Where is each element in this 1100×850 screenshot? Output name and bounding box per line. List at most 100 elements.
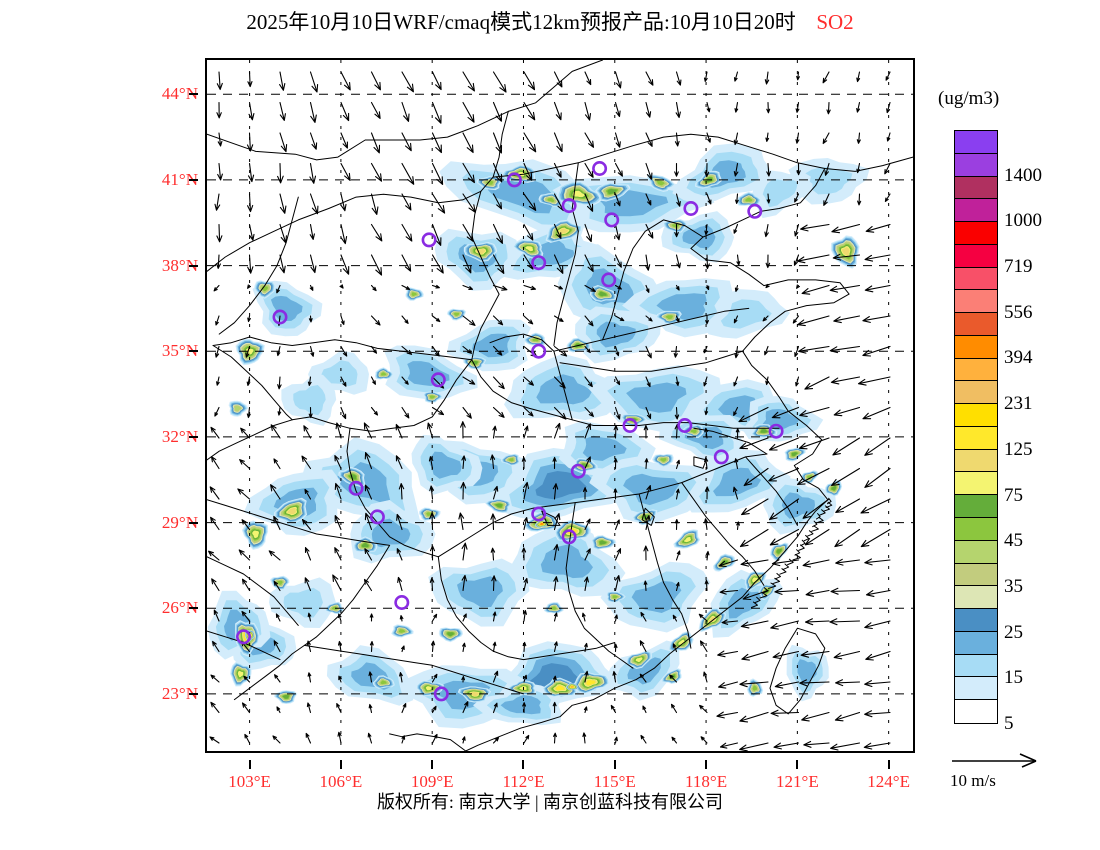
station-marker[interactable]: [622, 417, 638, 433]
forecast-map-plot[interactable]: [205, 58, 915, 753]
wind-vector: [401, 406, 410, 419]
wind-vector: [431, 101, 442, 124]
concentration-contour: [570, 685, 574, 688]
station-marker[interactable]: [561, 198, 577, 214]
station-marker[interactable]: [570, 463, 586, 479]
colorbar-tick-label: 719: [1004, 256, 1033, 278]
wind-vector: [704, 254, 710, 270]
station-marker[interactable]: [592, 161, 608, 177]
concentration-contour: [656, 293, 707, 320]
wind-vector: [856, 71, 861, 83]
wind-vector: [856, 101, 861, 113]
wind-vector: [522, 641, 527, 653]
wind-vector: [248, 223, 255, 241]
lon-tick-label: 124°E: [867, 772, 910, 791]
wind-vector: [370, 376, 376, 385]
lon-tick-label: 109°E: [410, 772, 454, 791]
wind-vector: [675, 71, 682, 86]
wind-vector: [804, 618, 830, 626]
wind-vector: [733, 71, 739, 82]
wind-vector: [492, 670, 499, 683]
concentration-field: [207, 143, 870, 729]
wind-vector: [553, 376, 566, 389]
station-marker[interactable]: [506, 172, 522, 188]
wind-vector: [765, 132, 770, 142]
station-marker[interactable]: [421, 232, 437, 248]
station-marker[interactable]: [369, 509, 385, 525]
wind-vector: [492, 162, 503, 183]
colorbar-band: [955, 495, 997, 519]
concentration-contour: [831, 486, 837, 491]
wind-vector: [612, 670, 617, 683]
colorbar-band: [955, 153, 997, 177]
wind-vector: [370, 162, 383, 182]
wind-vector: [462, 613, 467, 622]
wind-vector-layer: [208, 71, 891, 751]
station-marker[interactable]: [768, 423, 784, 439]
station-marker[interactable]: [531, 343, 547, 359]
wind-vector: [247, 162, 255, 183]
wind-vector: [401, 284, 411, 290]
colorbar-band: [955, 540, 997, 564]
wind-vector: [217, 132, 223, 147]
wind-vector: [832, 437, 861, 456]
station-marker[interactable]: [747, 203, 763, 219]
wind-vector: [864, 558, 891, 566]
wind-vector: [675, 284, 680, 291]
station-marker[interactable]: [348, 480, 364, 496]
station-marker[interactable]: [561, 529, 577, 545]
concentration-contour: [371, 518, 411, 548]
wind-vector: [610, 704, 617, 714]
wind-vector: [768, 467, 800, 482]
station-marker[interactable]: [394, 594, 410, 610]
station-marker[interactable]: [604, 212, 620, 228]
wind-vector: [862, 345, 891, 357]
wind-vector: [340, 406, 347, 420]
concentration-contour: [623, 473, 680, 506]
wind-vector: [216, 254, 221, 269]
station-marker[interactable]: [531, 506, 547, 522]
station-marker[interactable]: [433, 686, 449, 702]
station-marker[interactable]: [430, 372, 446, 388]
wind-vector: [401, 254, 412, 272]
wind-vector: [427, 422, 434, 439]
colorbar-band: [955, 700, 997, 723]
station-marker[interactable]: [531, 255, 547, 271]
wind-vector: [247, 284, 252, 289]
wind-vector: [834, 711, 861, 722]
wind-vector: [584, 101, 592, 121]
wind-vector: [396, 513, 403, 531]
concentration-contour: [596, 321, 636, 348]
wind-vector: [370, 223, 383, 242]
station-marker[interactable]: [713, 449, 729, 465]
concentration-contour: [762, 409, 800, 430]
wind-vector: [309, 193, 319, 215]
station-marker-layer[interactable]: [235, 161, 784, 702]
wind-vector: [766, 162, 771, 177]
wind-vector: [740, 620, 769, 629]
wind-vector: [645, 315, 653, 322]
station-marker[interactable]: [601, 272, 617, 288]
wind-vector: [862, 315, 891, 323]
wind-vector: [675, 193, 681, 207]
wind-vector: [796, 284, 801, 289]
wind-vector: [614, 376, 621, 386]
wind-vector: [490, 547, 496, 561]
wind-vector: [431, 162, 444, 185]
wind-vector: [703, 671, 708, 683]
wind-vector: [732, 486, 739, 500]
wind-vector: [703, 376, 708, 387]
lon-tick-label: 121°E: [776, 772, 819, 791]
wind-vector: [733, 132, 739, 146]
station-marker[interactable]: [235, 629, 251, 645]
wind-vector: [801, 284, 830, 295]
wind-vector: [886, 132, 891, 142]
wind-vector: [334, 482, 342, 500]
wind-vector: [244, 733, 251, 744]
station-marker[interactable]: [683, 201, 699, 217]
colorbar[interactable]: [954, 130, 998, 724]
station-marker[interactable]: [272, 309, 288, 325]
station-marker[interactable]: [677, 417, 693, 433]
wind-vector: [826, 101, 831, 115]
wind-vector: [492, 315, 504, 326]
